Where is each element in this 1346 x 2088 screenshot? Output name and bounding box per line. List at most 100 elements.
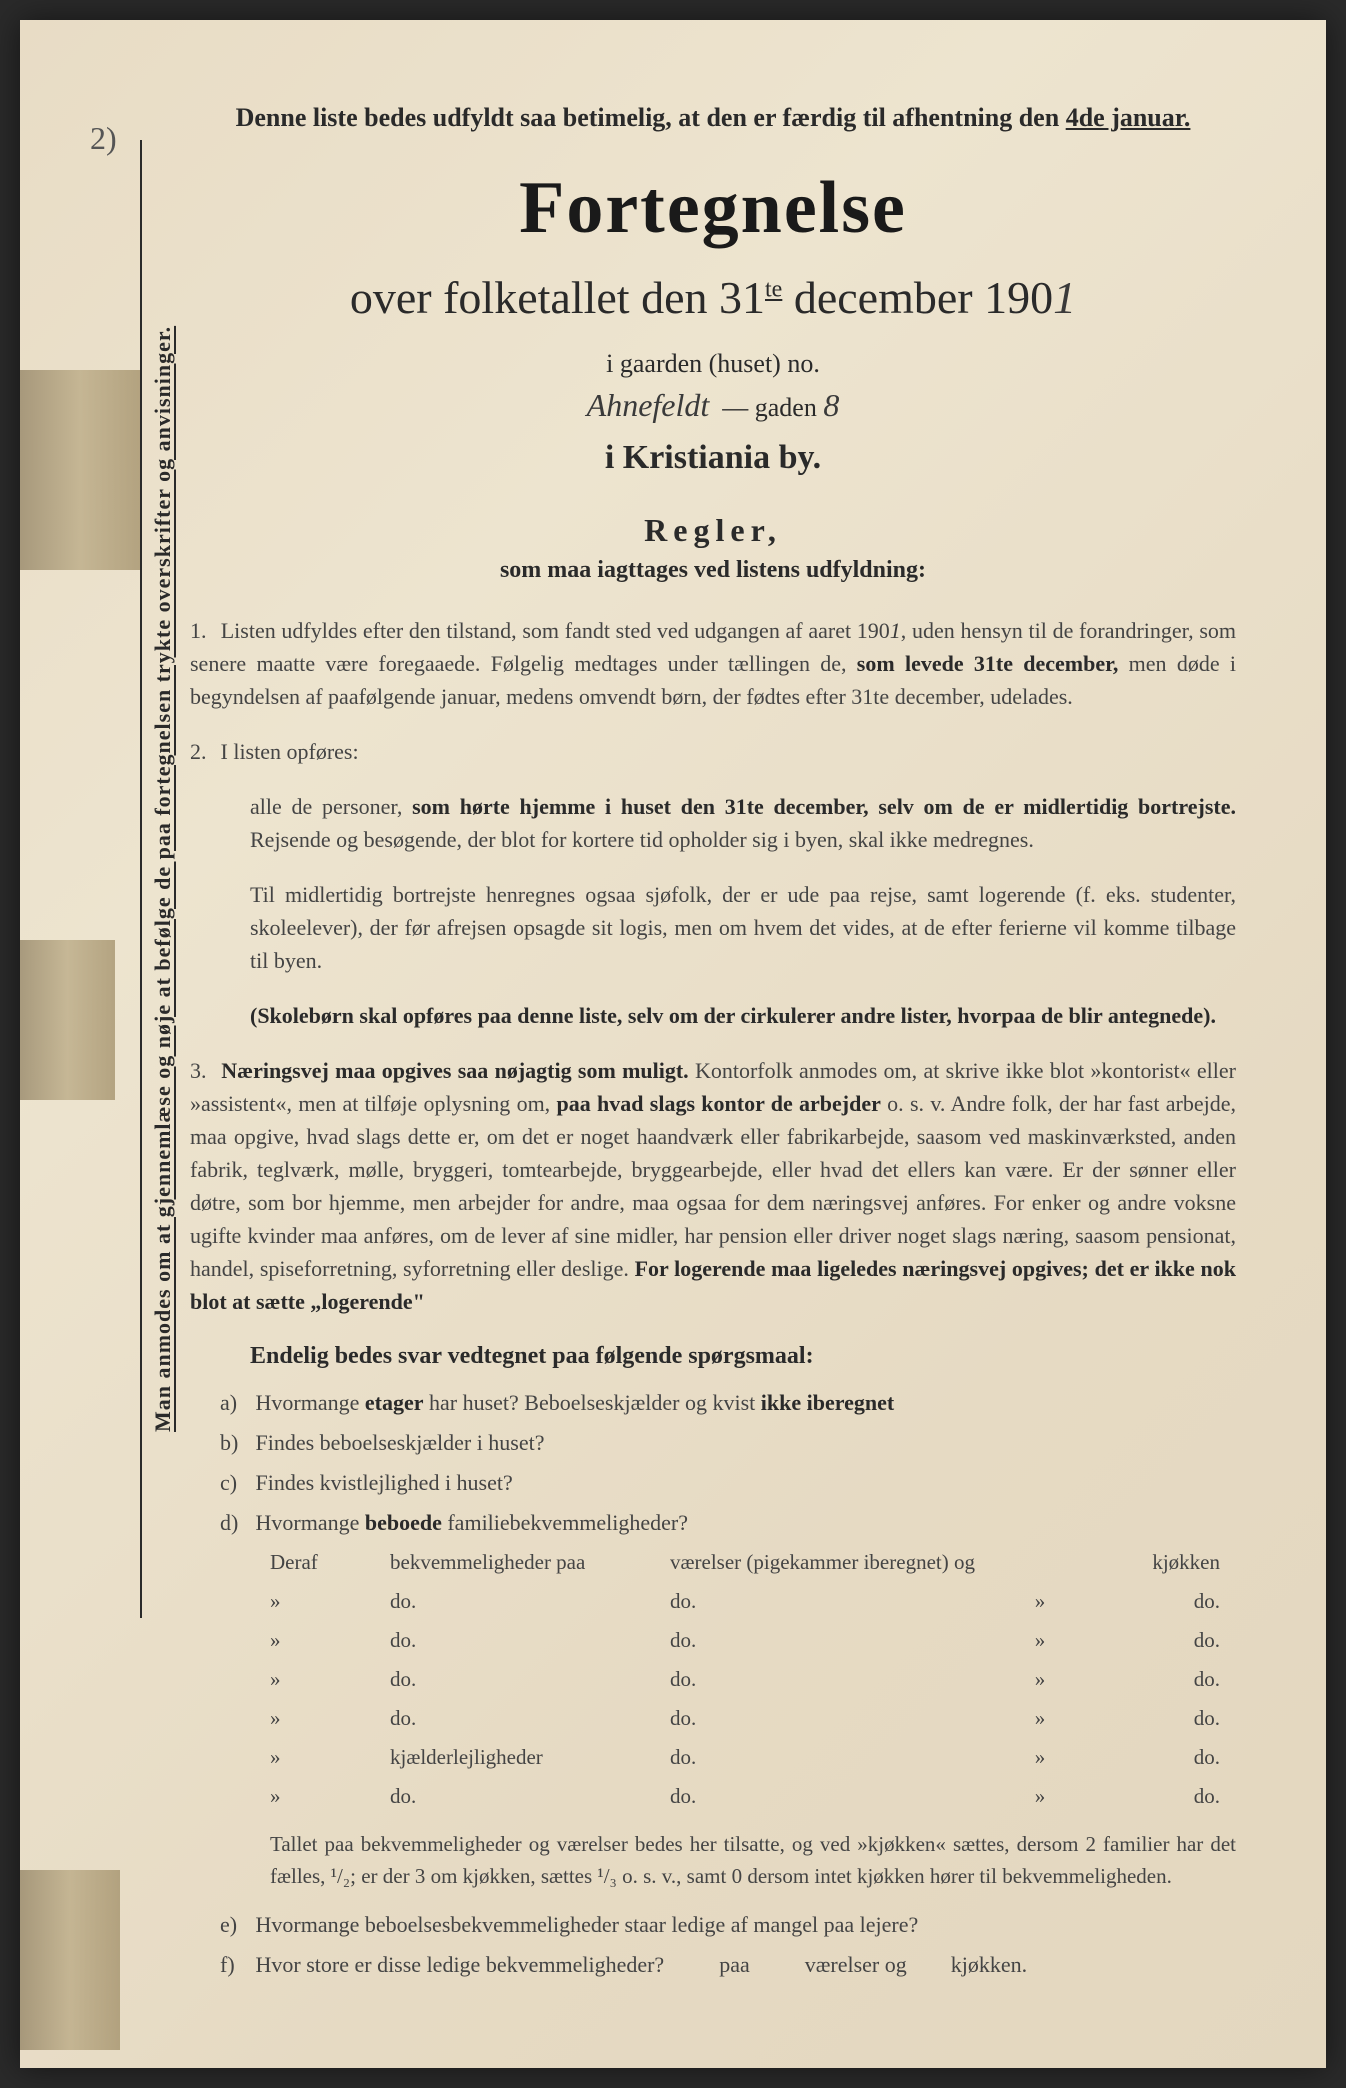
question-text: familiebekvemmeligheder? xyxy=(442,1510,688,1535)
rule-number: 2. xyxy=(190,735,215,768)
table-col: » xyxy=(270,1589,390,1614)
question-letter: b) xyxy=(220,1430,250,1456)
table-row: » do. do. » do. xyxy=(190,1628,1236,1653)
question-letter: f) xyxy=(220,1952,250,1978)
table-col: do. xyxy=(670,1706,1010,1731)
question-text: Findes kvistlejlighed i huset? xyxy=(256,1470,513,1495)
table-col: kjøkken xyxy=(1070,1550,1220,1575)
question-text: Findes beboelseskjælder i huset? xyxy=(256,1430,545,1455)
side-text-content: Man anmodes om at gjennemlæse og nøje at… xyxy=(150,326,175,1432)
rule-text: Listen udfyldes efter den tilstand, som … xyxy=(221,618,890,643)
tape-mark xyxy=(20,940,115,1100)
skole-note: (Skolebørn skal opføres paa denne liste,… xyxy=(190,999,1236,1032)
table-col: do. xyxy=(1070,1667,1220,1692)
table-col: » xyxy=(270,1745,390,1770)
question-c: c) Findes kvistlejlighed i huset? xyxy=(190,1470,1236,1496)
address-line: Ahnefeldt — gaden 8 xyxy=(190,387,1236,424)
table-col: do. xyxy=(1070,1628,1220,1653)
table-col: do. xyxy=(670,1667,1010,1692)
table-col: » xyxy=(1010,1784,1070,1809)
question-text: paa xyxy=(719,1952,750,1977)
question-bold: etager xyxy=(365,1390,424,1415)
question-text: værelser og xyxy=(805,1952,907,1977)
gade-number: 8 xyxy=(823,387,839,423)
table-row: » kjælderlejligheder do. » do. xyxy=(190,1745,1236,1770)
question-e: e) Hvormange beboelsesbekvemmeligheder s… xyxy=(190,1912,1236,1938)
top-instructions: Denne liste bedes udfyldt saa betimelig,… xyxy=(190,100,1236,136)
table-col: do. xyxy=(670,1745,1010,1770)
rule-number: 1. xyxy=(190,614,215,647)
rule-number: 3. xyxy=(190,1054,215,1087)
gade-label: — gaden xyxy=(722,393,817,422)
rule-2: 2. I listen opføres: xyxy=(190,735,1236,768)
question-bold: ikke iberegnet xyxy=(761,1390,894,1415)
rule-bold: som hørte hjemme i huset den 31te decemb… xyxy=(412,794,1236,819)
table-col: » xyxy=(1010,1628,1070,1653)
tape-mark xyxy=(20,1870,120,2050)
table-col xyxy=(1010,1550,1070,1575)
table-col: do. xyxy=(670,1784,1010,1809)
question-text: Hvormange beboelsesbekvemmeligheder staa… xyxy=(256,1912,919,1937)
table-col: do. xyxy=(390,1589,670,1614)
table-col: do. xyxy=(1070,1706,1220,1731)
table-col: bekvemmeligheder paa xyxy=(390,1550,670,1575)
subtitle-post: december 190 xyxy=(782,272,1053,323)
footer-note: Tallet paa bekvemmeligheder og værelser … xyxy=(270,1829,1236,1892)
table-col: » xyxy=(270,1667,390,1692)
table-col: do. xyxy=(390,1784,670,1809)
city-line: i Kristiania by. xyxy=(190,439,1236,477)
table-col: do. xyxy=(670,1628,1010,1653)
rule-1: 1. Listen udfyldes efter den tilstand, s… xyxy=(190,614,1236,713)
top-instruction-date: 4de januar. xyxy=(1066,103,1191,132)
rule-text: Rejsende og besøgende, der blot for kort… xyxy=(250,827,1034,852)
main-title: Fortegnelse xyxy=(190,166,1236,251)
question-letter: d) xyxy=(220,1510,250,1536)
question-text: har huset? Beboelseskjælder og kvist xyxy=(423,1390,760,1415)
rule-text: o. s. v. Andre folk, der har fast arbejd… xyxy=(190,1091,1236,1281)
table-col: do. xyxy=(1070,1784,1220,1809)
endelig-heading: Endelig bedes svar vedtegnet paa følgend… xyxy=(250,1343,1236,1370)
rule-intro: I listen opføres: xyxy=(221,739,359,764)
rule-bold: paa hvad slags kontor de arbejder xyxy=(556,1091,880,1116)
question-f: f) Hvor store er disse ledige bekvemmeli… xyxy=(190,1952,1236,1978)
table-col: » xyxy=(1010,1745,1070,1770)
rule-2-para2: Til midlertidig bortrejste henregnes ogs… xyxy=(190,878,1236,977)
question-letter: a) xyxy=(220,1390,250,1416)
question-text: Hvormange xyxy=(256,1390,365,1415)
table-col: do. xyxy=(670,1589,1010,1614)
table-col: do. xyxy=(1070,1589,1220,1614)
table-col: » xyxy=(270,1706,390,1731)
question-text: kjøkken. xyxy=(951,1952,1027,1977)
rules-subtitle: som maa iagttages ved listens udfyldning… xyxy=(190,557,1236,584)
table-col: » xyxy=(1010,1667,1070,1692)
table-row: » do. do. » do. xyxy=(190,1589,1236,1614)
subtitle: over folketallet den 31te december 1901 xyxy=(190,271,1236,324)
question-text: Hvor store er disse ledige bekvemmelighe… xyxy=(256,1952,665,1977)
top-instruction-text: Denne liste bedes udfyldt saa betimelig,… xyxy=(236,103,1066,132)
table-row: » do. do. » do. xyxy=(190,1784,1236,1809)
rule-year: 1 xyxy=(890,618,901,643)
subtitle-pre: over folketallet den 31 xyxy=(350,272,765,323)
question-d: d) Hvormange beboede familiebekvemmeligh… xyxy=(190,1510,1236,1536)
rule-3: 3. Næringsvej maa opgives saa nøjagtig s… xyxy=(190,1054,1236,1318)
gaard-label: i gaarden (huset) no. xyxy=(190,349,1236,379)
table-row: » do. do. » do. xyxy=(190,1667,1236,1692)
rule-bold: som levede 31te december, xyxy=(857,651,1119,676)
page-number: 2) xyxy=(90,120,117,157)
rule-2-body: alle de personer, som hørte hjemme i hus… xyxy=(190,790,1236,856)
tape-mark xyxy=(20,370,140,570)
subtitle-sup: te xyxy=(765,277,782,303)
table-row: » do. do. » do. xyxy=(190,1706,1236,1731)
question-letter: c) xyxy=(220,1470,250,1496)
table-col: kjælderlejligheder xyxy=(390,1745,670,1770)
table-col: » xyxy=(270,1628,390,1653)
question-b: b) Findes beboelseskjælder i huset? xyxy=(190,1430,1236,1456)
year-handwritten: 1 xyxy=(1053,272,1076,323)
table-col: do. xyxy=(390,1667,670,1692)
table-col: værelser (pigekammer iberegnet) og xyxy=(670,1550,1010,1575)
table-col: do. xyxy=(390,1706,670,1731)
census-document: 2) Man anmodes om at gjennemlæse og nøje… xyxy=(20,20,1326,2068)
question-bold: beboede xyxy=(365,1510,442,1535)
table-col: » xyxy=(270,1784,390,1809)
address-handwritten: Ahnefeldt xyxy=(587,387,710,423)
